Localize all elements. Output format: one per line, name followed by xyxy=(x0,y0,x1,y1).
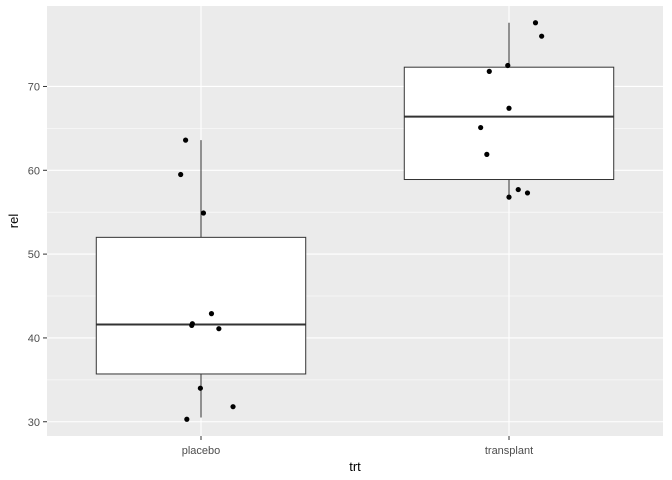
y-tick-label: 40 xyxy=(28,333,40,345)
boxes xyxy=(95,22,615,418)
box-iqr xyxy=(95,236,307,375)
data-point xyxy=(484,151,490,157)
data-point xyxy=(216,326,222,332)
data-point xyxy=(183,137,189,143)
data-point xyxy=(524,190,531,196)
data-point xyxy=(539,33,545,39)
data-point xyxy=(532,20,539,26)
axes: 30 40 50 60 70 placebo transplant xyxy=(28,81,533,457)
data-point xyxy=(515,186,521,193)
y-axis-title: rel xyxy=(6,214,21,229)
box-transplant xyxy=(403,22,615,198)
y-tick-label: 70 xyxy=(28,81,40,93)
data-point xyxy=(200,210,207,216)
x-axis-title: trt xyxy=(349,459,361,474)
data-point xyxy=(486,68,492,74)
data-point xyxy=(184,416,190,422)
y-tick-label: 50 xyxy=(28,249,40,261)
data-point xyxy=(178,171,184,178)
data-point xyxy=(230,404,236,410)
data-point xyxy=(506,194,512,200)
data-point xyxy=(189,321,195,327)
data-point xyxy=(208,311,215,317)
x-tick-label: placebo xyxy=(182,445,221,457)
box-iqr xyxy=(403,66,615,181)
y-tick-label: 30 xyxy=(28,417,40,429)
box-placebo xyxy=(95,140,307,418)
data-point xyxy=(197,385,203,391)
data-point xyxy=(505,62,511,69)
data-points xyxy=(178,20,545,422)
data-point xyxy=(478,124,484,131)
data-point xyxy=(506,105,512,111)
y-tick-label: 60 xyxy=(28,165,40,177)
x-tick-label: transplant xyxy=(485,445,533,457)
